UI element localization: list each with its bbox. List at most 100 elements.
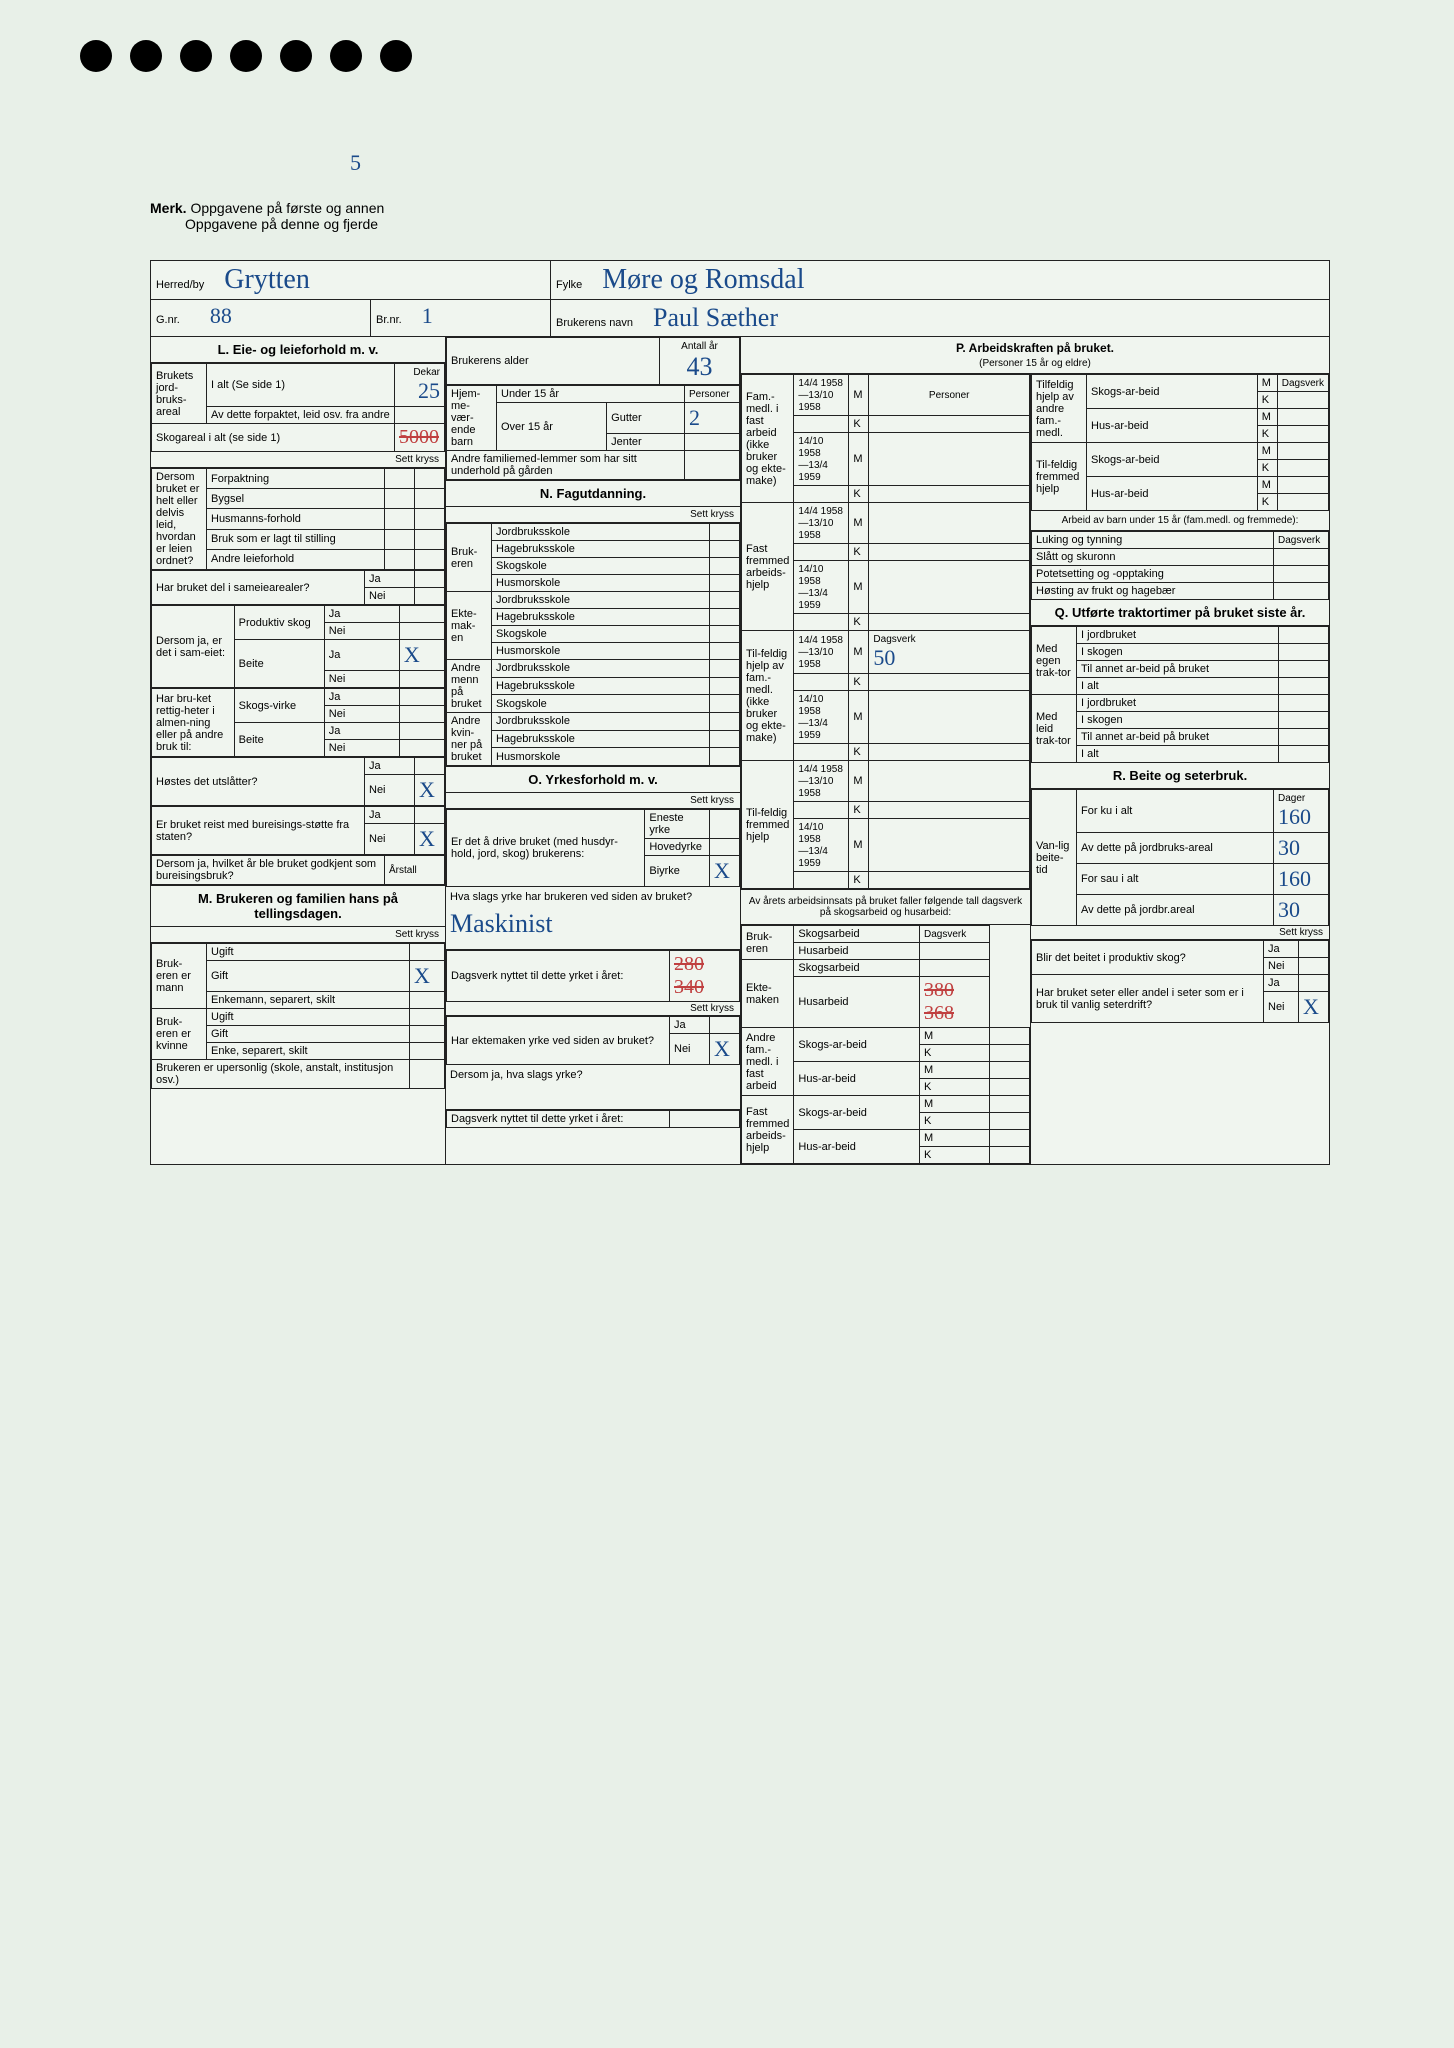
section-L-title: L. Eie- og leieforhold m. v. <box>151 337 445 363</box>
luking: Luking og tynning <box>1032 532 1274 549</box>
o-dagsverk2-label: Dagsverk nyttet til dette yrket i året: <box>447 1111 670 1128</box>
hostes-nei-x: X <box>419 777 435 802</box>
over15: Over 15 år <box>497 403 607 451</box>
av-dette-jord2: Av dette på jordbr.areal <box>1077 895 1274 926</box>
beitet-q: Blir det beitet i produktiv skog? <box>1032 941 1264 975</box>
dagsverk-h1: Dagsverk <box>873 634 915 645</box>
gutter-value: 2 <box>689 405 700 430</box>
slatt: Slått og skuronn <box>1032 549 1274 566</box>
n-jord2: Jordbruksskole <box>492 592 710 609</box>
p-hus5: Hus-ar-beid <box>1087 409 1258 443</box>
section-O-title: O. Yrkesforhold m. v. <box>446 766 740 793</box>
p-skogs6: Skogs-ar-beid <box>1087 443 1258 477</box>
pp3d: 14/10 1958 <box>798 822 823 845</box>
ialt-value: 25 <box>418 378 440 403</box>
r-nei2: Nei <box>1264 992 1299 1023</box>
har-bruket-rett: Har bru-ket rettig-heter i almen-ning el… <box>152 689 235 757</box>
p-hus6: Hus-ar-beid <box>1087 477 1258 511</box>
under15: Under 15 år <box>497 386 685 403</box>
potet: Potetsetting og -opptaking <box>1032 566 1274 583</box>
av-dette-label: Av dette forpaktet, leid osv. fra andre <box>207 407 395 424</box>
dersom-ja-sameie: Dersom ja, er det i sam-eiet: <box>152 606 235 688</box>
beite-2: Beite <box>234 723 324 757</box>
ja-3: Ja <box>324 640 399 671</box>
pp3b: 14/10 1958 <box>798 564 823 587</box>
ialt-label: I alt (Se side 1) <box>207 364 395 407</box>
bureising-nei-x: X <box>419 826 435 851</box>
r-ja1: Ja <box>1264 941 1299 958</box>
skogsvirke: Skogs-virke <box>234 689 324 723</box>
q-annet1: Til annet ar-beid på bruket <box>1077 661 1279 678</box>
n-hage1: Hagebruksskole <box>492 541 710 558</box>
n-jord3: Jordbruksskole <box>492 660 710 678</box>
m1: M <box>849 375 869 416</box>
produktiv-skog: Produktiv skog <box>234 606 324 640</box>
yrke-value: Maskinist <box>450 903 736 945</box>
o-ja: Ja <box>670 1017 710 1034</box>
r-nei1: Nei <box>1264 958 1299 975</box>
census-form: Herred/by Grytten Fylke Møre og Romsdal … <box>150 260 1330 1165</box>
herred-value: Grytten <box>224 264 310 296</box>
tilfeldig-andre: Tilfeldig hjelp av andre fam.-medl. <box>1032 375 1087 443</box>
k12: K <box>920 1147 990 1164</box>
ugift-k: Ugift <box>207 1009 410 1026</box>
n-skog2: Skogskole <box>492 626 710 643</box>
q-jord1: I jordbruket <box>1077 627 1279 644</box>
k6: K <box>849 744 869 761</box>
m6: M <box>849 691 869 744</box>
n-andre-menn: Andre menn på bruket <box>447 660 492 713</box>
m2: M <box>849 433 869 486</box>
hostes-q: Høstes det utslåtter? <box>152 758 365 806</box>
k2: K <box>849 486 869 503</box>
q-jord2: I jordbruket <box>1077 695 1279 712</box>
k1: K <box>849 416 869 433</box>
dersom-ja-ar: Dersom ja, hvilket år ble bruket godkjen… <box>152 856 385 885</box>
barn-under15: Arbeid av barn under 15 år (fam.medl. og… <box>1031 511 1329 531</box>
section-P-title: P. Arbeidskraften på bruket. <box>956 341 1114 355</box>
ja-4: Ja <box>324 689 399 706</box>
ugift-m: Ugift <box>207 944 410 961</box>
k8: K <box>849 872 869 889</box>
pp2c: —13/10 1958 <box>798 647 833 670</box>
ja-5: Ja <box>324 723 399 740</box>
for-ku: For ku i alt <box>1077 790 1274 833</box>
o-nei: Nei <box>670 1034 710 1065</box>
sameie-q: Har bruket del i sameiearealer? <box>152 571 365 605</box>
m9: M <box>920 1028 990 1045</box>
seter-q: Har bruket seter eller andel i seter som… <box>1032 975 1264 1023</box>
k4: K <box>849 614 869 631</box>
section-N-title: N. Fagutdanning. <box>446 480 740 507</box>
q-ialt1: I alt <box>1077 678 1279 695</box>
med-egen: Med egen trak-tor <box>1032 627 1077 695</box>
m14: M <box>1257 409 1277 426</box>
k9: K <box>920 1045 990 1062</box>
o-dagsverk1: 280 <box>674 953 704 975</box>
p-fast-fremmed2: Fast fremmed arbeids-hjelp <box>742 1096 794 1164</box>
nei-7: Nei <box>365 824 415 855</box>
p-skogs1: Skogsarbeid <box>794 926 920 943</box>
tilfeldig-fremmed: Til-feldig fremmed hjelp <box>742 761 794 889</box>
merk-note: Merk. Oppgavene på første og annen Oppga… <box>150 200 384 232</box>
pp4d: —13/4 1959 <box>798 846 827 869</box>
nei-6: Nei <box>365 775 415 806</box>
p-brukeren: Bruk-eren <box>742 926 794 960</box>
pp3c: 14/10 1958 <box>798 694 823 717</box>
section-Q-title: Q. Utførte traktortimer på bruket siste … <box>1031 600 1329 626</box>
q-skog2: I skogen <box>1077 712 1279 729</box>
bruk-kvinne: Bruk-eren er kvinne <box>152 1009 207 1060</box>
av-dette-jord2-val: 30 <box>1278 897 1300 922</box>
for-sau: For sau i alt <box>1077 864 1274 895</box>
n-jord4: Jordbruksskole <box>492 713 710 731</box>
fylke-label: Fylke <box>556 279 582 291</box>
m8: M <box>849 819 869 872</box>
p-hus3: Hus-ar-beid <box>794 1062 920 1096</box>
nei-3: Nei <box>324 671 399 688</box>
ja-1: Ja <box>365 571 415 588</box>
navn-label: Brukerens navn <box>556 317 633 329</box>
antall-ar: Antall år <box>681 341 718 352</box>
biyrke-x: X <box>714 858 730 883</box>
P-subtitle: (Personer 15 år og eldre) <box>979 358 1091 369</box>
pp1b: 14/4 1958 <box>798 506 843 517</box>
bruk-stilling: Bruk som er lagt til stilling <box>207 529 385 549</box>
pp4b: —13/4 1959 <box>798 588 827 611</box>
